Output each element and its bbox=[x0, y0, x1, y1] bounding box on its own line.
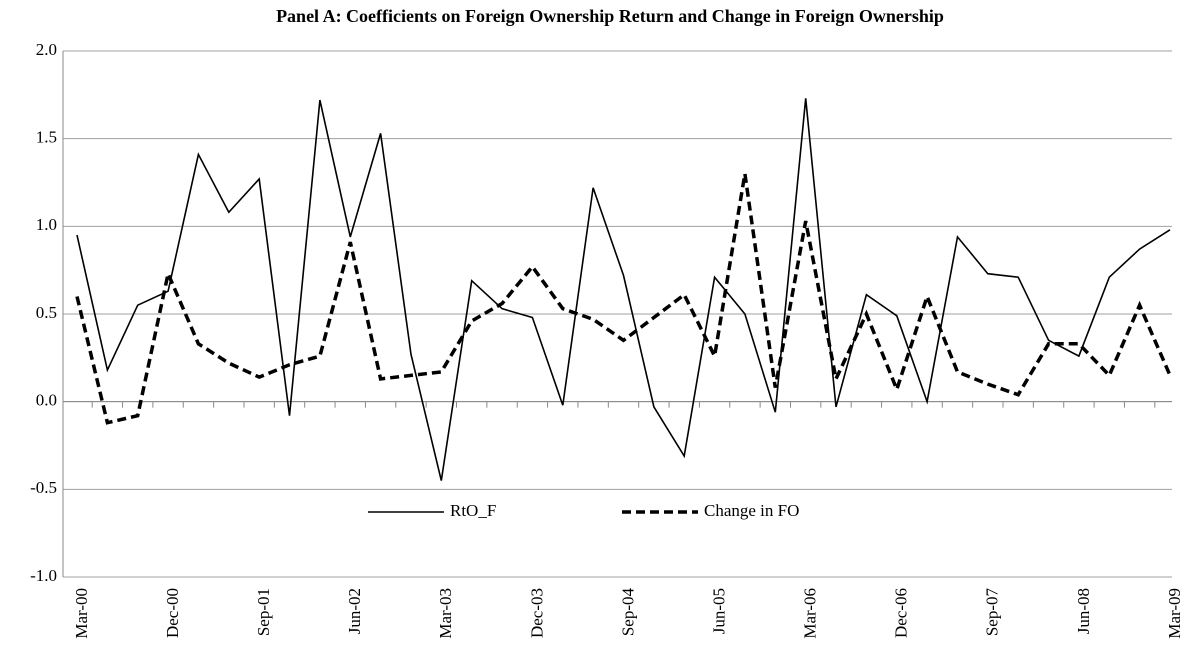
x-tick-label: Sep-04 bbox=[618, 588, 637, 637]
legend-label: Change in FO bbox=[704, 501, 799, 520]
x-tick-label: Mar-06 bbox=[801, 588, 820, 639]
x-tick-label: Dec-00 bbox=[163, 588, 182, 638]
y-tick-label: -0.5 bbox=[30, 478, 57, 497]
y-tick-label: 1.5 bbox=[36, 128, 57, 147]
y-tick-label: 2.0 bbox=[36, 40, 57, 59]
x-tick-label: Dec-03 bbox=[527, 588, 546, 638]
x-tick-label: Mar-00 bbox=[72, 588, 91, 639]
legend-label: RtO_F bbox=[450, 501, 496, 520]
x-tick-label: Sep-07 bbox=[983, 588, 1002, 637]
x-tick-label: Mar-03 bbox=[436, 588, 455, 639]
x-tick-label: Sep-01 bbox=[254, 588, 273, 636]
y-tick-label: -1.0 bbox=[30, 566, 57, 585]
series-line bbox=[75, 173, 1172, 425]
x-tick-label: Jun-05 bbox=[709, 588, 728, 634]
series-line bbox=[76, 98, 1171, 481]
x-tick-label: Jun-02 bbox=[345, 588, 364, 634]
y-tick-label: 1.0 bbox=[36, 215, 57, 234]
x-tick-label: Jun-08 bbox=[1074, 588, 1093, 634]
y-tick-label: 0.5 bbox=[36, 303, 57, 322]
chart-title: Panel A: Coefficients on Foreign Ownersh… bbox=[276, 6, 944, 26]
x-tick-label: Dec-06 bbox=[892, 588, 911, 638]
x-tick-label: Mar-09 bbox=[1165, 588, 1184, 639]
y-tick-label: 0.0 bbox=[36, 391, 57, 410]
